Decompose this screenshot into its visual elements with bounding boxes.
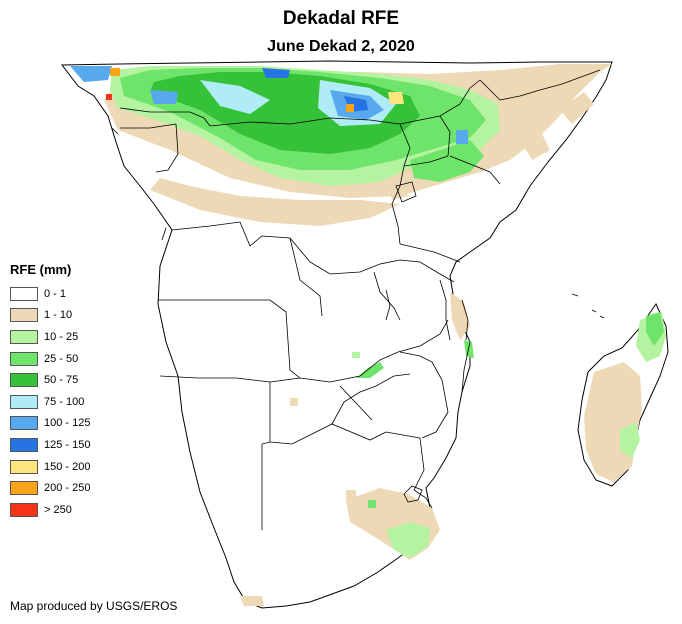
legend-row: 50 - 75 (10, 369, 90, 391)
east-coast-rain-1-10 (560, 92, 594, 124)
east-rain-25-50 (410, 140, 484, 182)
legend-swatch (10, 437, 38, 452)
north-rain-125-150-b (262, 68, 290, 78)
legend-swatch (10, 308, 38, 323)
legend-swatch (10, 416, 38, 431)
legend-swatch (10, 502, 38, 517)
legend-row: 200 - 250 (10, 477, 90, 499)
north-rain-150-200 (388, 92, 404, 104)
legend-label: 50 - 75 (44, 374, 79, 387)
credit-text: Map produced by USGS/EROS (10, 599, 178, 613)
legend-row: 100 - 125 (10, 413, 90, 435)
cape-rain-1-10 (346, 490, 356, 500)
north-rain-1-10-south-edge (150, 178, 400, 226)
legend-label: 100 - 125 (44, 417, 91, 430)
map-subtitle: June Dekad 2, 2020 (267, 38, 415, 55)
north-rain-200-250-b (346, 104, 354, 112)
malawi-rain-25-50 (464, 340, 474, 358)
legend-label: 25 - 50 (44, 352, 79, 365)
lakes (385, 181, 469, 341)
legend-swatch (10, 351, 38, 366)
north-rain-gt250 (106, 94, 112, 100)
north-rain-200-250 (110, 68, 120, 76)
legend-label: > 250 (44, 503, 72, 516)
legend-label: 150 - 200 (44, 460, 91, 473)
madagascar-rain-25-50 (646, 312, 664, 346)
botswana-rain-1-10 (290, 398, 298, 406)
legend-label: 125 - 150 (44, 438, 91, 451)
north-rain-100-125-c (150, 90, 178, 104)
map-title: Dekadal RFE (282, 8, 400, 29)
country-borders (119, 69, 601, 530)
legend-row: 150 - 200 (10, 456, 90, 478)
legend-row: 0 - 1 (10, 283, 90, 305)
legend-label: 10 - 25 (44, 330, 79, 343)
malawi-rain-1-10 (450, 292, 470, 340)
legend-swatch (10, 286, 38, 301)
legend-row: 1 - 10 (10, 305, 90, 327)
legend: RFE (mm) 0 - 1 1 - 10 10 - 25 25 - 50 50… (10, 262, 90, 521)
legend-row: 25 - 50 (10, 348, 90, 370)
legend-swatch (10, 373, 38, 388)
legend-label: 0 - 1 (44, 287, 67, 300)
legend-label: 75 - 100 (44, 395, 85, 408)
north-rain-100-125-west (70, 66, 112, 82)
legend-swatch (10, 459, 38, 474)
madagascar-rain-1-10 (584, 362, 642, 482)
legend-swatch (10, 329, 38, 344)
east-rain-1-10-kenya (520, 130, 550, 160)
legend-swatch (10, 481, 38, 496)
legend-label: 1 - 10 (44, 309, 73, 322)
south-africa-rain-10-25 (386, 522, 430, 558)
legend-row: 75 - 100 (10, 391, 90, 413)
islands (111, 127, 605, 319)
madagascar-rain-10-25-south (620, 422, 640, 458)
zambia-rain-10-25 (352, 352, 360, 358)
north-rain-75-100 (200, 80, 270, 114)
south-africa-rain-25-50 (368, 500, 376, 508)
legend-swatch (10, 394, 38, 409)
legend-row: > 250 (10, 499, 90, 521)
legend-label: 200 - 250 (44, 482, 91, 495)
east-rain-100-125 (456, 130, 468, 144)
legend-title: RFE (mm) (10, 262, 72, 277)
south-coast-rain-1-10 (240, 596, 264, 606)
legend-row: 10 - 25 (10, 326, 90, 348)
legend-row: 125 - 150 (10, 434, 90, 456)
